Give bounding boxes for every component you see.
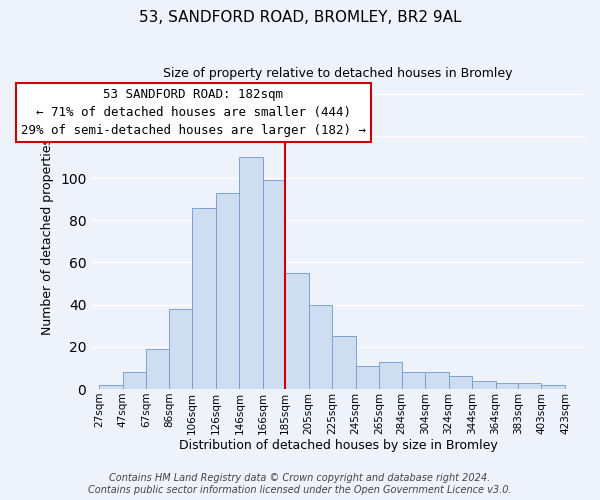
Bar — [308, 304, 332, 389]
Text: 53, SANDFORD ROAD, BROMLEY, BR2 9AL: 53, SANDFORD ROAD, BROMLEY, BR2 9AL — [139, 10, 461, 25]
Bar — [146, 349, 169, 389]
Bar — [356, 366, 379, 389]
X-axis label: Distribution of detached houses by size in Bromley: Distribution of detached houses by size … — [179, 440, 497, 452]
Bar — [169, 309, 192, 389]
Bar — [496, 382, 518, 389]
Bar — [518, 382, 541, 389]
Text: Contains HM Land Registry data © Crown copyright and database right 2024.
Contai: Contains HM Land Registry data © Crown c… — [88, 474, 512, 495]
Bar — [263, 180, 285, 389]
Bar — [472, 380, 496, 389]
Bar — [379, 362, 401, 389]
Bar — [401, 372, 425, 389]
Bar — [541, 385, 565, 389]
Bar — [449, 376, 472, 389]
Bar — [285, 273, 308, 389]
Text: 53 SANDFORD ROAD: 182sqm
← 71% of detached houses are smaller (444)
29% of semi-: 53 SANDFORD ROAD: 182sqm ← 71% of detach… — [21, 88, 366, 137]
Title: Size of property relative to detached houses in Bromley: Size of property relative to detached ho… — [163, 68, 513, 80]
Bar — [123, 372, 146, 389]
Bar — [216, 193, 239, 389]
Bar — [332, 336, 356, 389]
Bar — [100, 385, 123, 389]
Bar — [192, 208, 216, 389]
Bar — [239, 157, 263, 389]
Y-axis label: Number of detached properties: Number of detached properties — [41, 138, 55, 334]
Bar — [425, 372, 449, 389]
